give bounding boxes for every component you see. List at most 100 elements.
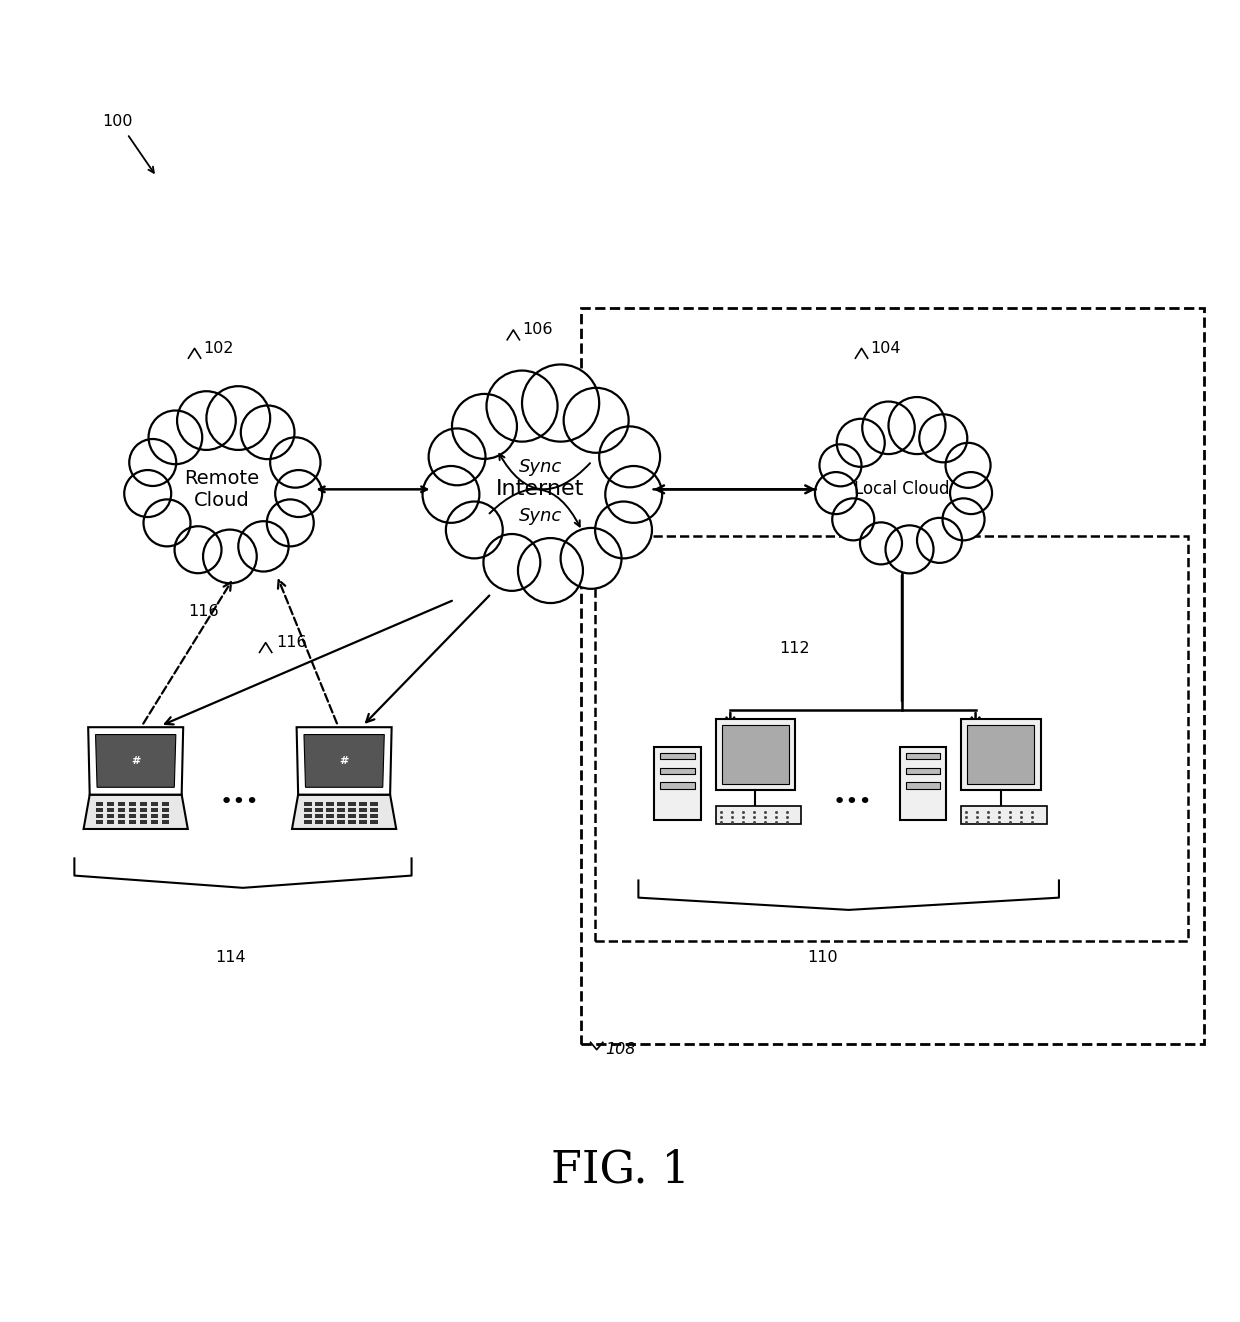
Bar xyxy=(129,802,136,805)
Bar xyxy=(95,814,103,818)
Text: Sync: Sync xyxy=(518,459,562,476)
Bar xyxy=(140,814,148,818)
Bar xyxy=(107,802,114,805)
Bar xyxy=(118,802,125,805)
Polygon shape xyxy=(291,795,397,829)
Bar xyxy=(304,821,311,824)
Bar xyxy=(326,814,334,818)
Circle shape xyxy=(885,525,934,574)
Bar xyxy=(95,821,103,824)
Bar xyxy=(715,805,801,824)
Bar xyxy=(315,808,322,812)
Text: 116: 116 xyxy=(277,635,308,650)
Text: •••: ••• xyxy=(219,792,260,812)
Bar xyxy=(661,783,694,788)
Bar xyxy=(162,802,170,805)
Circle shape xyxy=(815,472,857,514)
Text: Remote
Cloud: Remote Cloud xyxy=(184,469,259,510)
Text: #: # xyxy=(131,756,140,765)
Bar xyxy=(162,821,170,824)
Text: Local Cloud: Local Cloud xyxy=(854,480,950,498)
Bar xyxy=(95,802,103,805)
Text: 114: 114 xyxy=(215,951,246,965)
Bar xyxy=(315,814,322,818)
Circle shape xyxy=(595,501,652,558)
Bar xyxy=(129,821,136,824)
Circle shape xyxy=(564,387,629,453)
Circle shape xyxy=(270,438,320,488)
Text: #: # xyxy=(340,756,348,765)
Bar xyxy=(371,802,378,805)
Bar xyxy=(118,821,125,824)
Circle shape xyxy=(837,419,885,467)
Circle shape xyxy=(475,423,606,555)
Circle shape xyxy=(950,472,992,514)
Bar xyxy=(129,814,136,818)
Bar xyxy=(348,814,356,818)
Bar xyxy=(151,821,159,824)
Circle shape xyxy=(206,386,270,449)
Bar xyxy=(661,768,694,773)
Bar xyxy=(107,808,114,812)
Circle shape xyxy=(149,411,202,464)
Bar xyxy=(337,808,345,812)
Circle shape xyxy=(167,435,277,543)
Bar xyxy=(129,808,136,812)
Bar xyxy=(961,719,1040,789)
Bar xyxy=(905,754,940,759)
Circle shape xyxy=(853,440,951,538)
Text: FIG. 1: FIG. 1 xyxy=(551,1149,689,1191)
Text: 112: 112 xyxy=(780,641,810,656)
Bar xyxy=(140,808,148,812)
Circle shape xyxy=(889,397,946,453)
Circle shape xyxy=(275,471,322,517)
Circle shape xyxy=(177,391,236,449)
Bar xyxy=(151,802,159,805)
Text: 106: 106 xyxy=(522,323,552,337)
Circle shape xyxy=(267,500,314,546)
Circle shape xyxy=(599,427,660,488)
Bar xyxy=(337,802,345,805)
Bar xyxy=(162,814,170,818)
Bar xyxy=(326,821,334,824)
Circle shape xyxy=(862,402,915,453)
Text: 102: 102 xyxy=(203,341,233,356)
Bar xyxy=(337,814,345,818)
Bar xyxy=(304,808,311,812)
Bar xyxy=(95,808,103,812)
Bar xyxy=(360,802,367,805)
Bar xyxy=(655,747,701,821)
Bar xyxy=(360,821,367,824)
Circle shape xyxy=(144,500,191,546)
Bar xyxy=(315,821,322,824)
Circle shape xyxy=(518,538,583,603)
Circle shape xyxy=(946,443,991,488)
Bar xyxy=(595,535,1188,940)
Bar xyxy=(360,814,367,818)
Bar xyxy=(371,808,378,812)
Bar xyxy=(348,808,356,812)
Bar xyxy=(580,308,1204,1043)
Bar xyxy=(140,802,148,805)
Bar xyxy=(905,783,940,788)
Bar xyxy=(348,802,356,805)
Circle shape xyxy=(446,501,502,558)
Text: Internet: Internet xyxy=(496,480,584,500)
Bar xyxy=(107,821,114,824)
Bar xyxy=(107,814,114,818)
Circle shape xyxy=(832,498,874,541)
Circle shape xyxy=(522,365,599,442)
Bar xyxy=(118,808,125,812)
Polygon shape xyxy=(304,735,384,788)
Bar xyxy=(118,814,125,818)
Bar xyxy=(151,814,159,818)
Circle shape xyxy=(605,465,662,522)
Polygon shape xyxy=(95,735,176,788)
Circle shape xyxy=(241,406,294,459)
Circle shape xyxy=(486,370,558,442)
Circle shape xyxy=(175,526,222,574)
Bar xyxy=(151,808,159,812)
Bar xyxy=(661,754,694,759)
Polygon shape xyxy=(83,795,187,829)
Circle shape xyxy=(918,518,962,563)
